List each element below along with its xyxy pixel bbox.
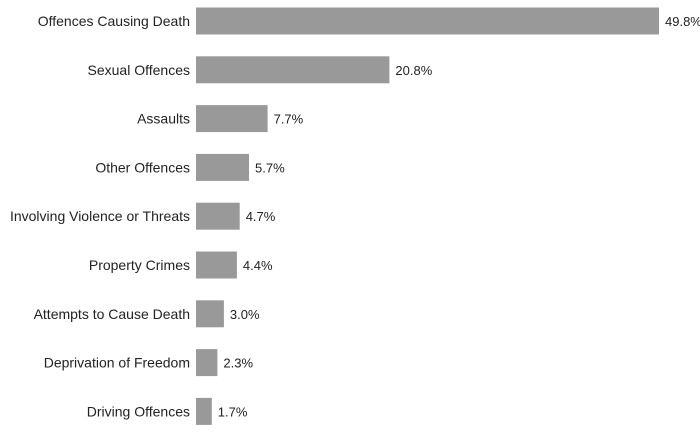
bar (196, 56, 390, 84)
bar (196, 349, 218, 377)
bar (196, 105, 268, 133)
value-label: 5.7% (255, 160, 285, 175)
bar (196, 251, 237, 279)
bars-layer (196, 7, 659, 425)
value-labels: 49.8% 20.8% 7.7% 5.7% 4.7% 4.4% 3.0% 2.3% 1.7% (218, 14, 700, 419)
value-label: 4.7% (246, 209, 276, 224)
bar (196, 153, 249, 181)
category-label: Other Offences (95, 159, 190, 175)
category-label: Attempts to Cause Death (34, 306, 190, 322)
value-label: 1.7% (218, 404, 248, 419)
bar (196, 7, 659, 35)
bar (196, 300, 224, 328)
category-labels: Offences Causing Death Sexual Offences Ass… (10, 13, 190, 419)
category-label: Sexual Offences (88, 62, 190, 78)
category-label: Assaults (137, 111, 190, 127)
category-label: Offences Causing Death (38, 13, 190, 29)
category-label: Property Crimes (89, 257, 190, 273)
value-label: 20.8% (395, 63, 432, 78)
value-label: 2.3% (223, 356, 253, 371)
value-label: 7.7% (274, 112, 304, 127)
bar (196, 202, 240, 230)
bar (196, 397, 212, 425)
category-label: Involving Violence or Threats (10, 208, 190, 224)
value-label: 3.0% (230, 307, 260, 322)
value-label: 4.4% (243, 258, 273, 273)
category-label: Driving Offences (87, 403, 190, 419)
value-label: 49.8% (665, 14, 700, 29)
category-label: Deprivation of Freedom (44, 355, 190, 371)
